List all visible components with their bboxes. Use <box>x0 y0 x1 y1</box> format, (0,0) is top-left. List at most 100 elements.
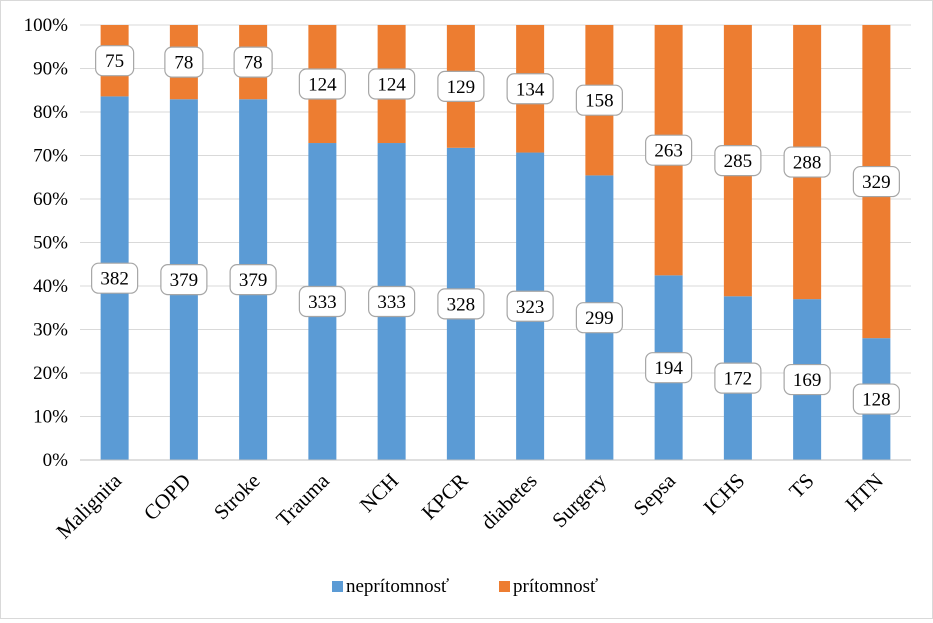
data-label-box <box>783 146 831 178</box>
data-label-value: 129 <box>447 77 476 98</box>
data-label-nepritomnost: 379 <box>229 264 277 296</box>
data-label-nepritomnost: 194 <box>645 352 693 384</box>
data-label-value: 299 <box>585 308 614 329</box>
category-label: COPD <box>139 469 196 526</box>
data-label-value: 329 <box>862 172 891 193</box>
data-label-box <box>645 352 693 384</box>
data-label-box <box>160 264 208 296</box>
data-label-box <box>506 73 554 105</box>
data-label-nepritomnost: 379 <box>160 264 208 296</box>
data-label-value: 285 <box>724 151 753 172</box>
category-labels: Malignita COPD Stroke Trauma NCH KPCR diabetes… <box>51 468 887 543</box>
y-tick-label: 10% <box>33 407 68 428</box>
data-label-nepritomnost: 333 <box>298 285 346 318</box>
y-tick-label: 60% <box>33 189 68 210</box>
data-label-value: 134 <box>516 79 545 100</box>
data-label-box <box>575 84 623 116</box>
data-label-value: 379 <box>170 270 199 291</box>
category-label: HTN <box>840 469 887 516</box>
data-label-pritomnost: 158 <box>575 84 623 116</box>
data-label-value: 172 <box>724 369 753 390</box>
data-label-value: 288 <box>793 153 822 174</box>
legend-label: prítomnosť <box>513 576 598 597</box>
data-label-pritomnost: 288 <box>783 146 831 178</box>
y-tick-label: 30% <box>33 320 68 341</box>
y-tick-label: 100% <box>24 15 69 36</box>
data-label-value: 124 <box>377 75 406 96</box>
data-label-pritomnost: 78 <box>164 46 204 78</box>
data-label-value: 128 <box>862 390 891 411</box>
data-label-value: 263 <box>654 141 683 162</box>
data-label-value: 75 <box>105 51 124 72</box>
data-label-nepritomnost: 299 <box>575 302 623 334</box>
category-label: Malignita <box>51 468 126 543</box>
data-label-box <box>437 70 485 102</box>
category-label: Sepsa <box>629 468 681 520</box>
category-label: Trauma <box>271 468 334 531</box>
data-label-box <box>298 68 346 100</box>
data-label-nepritomnost: 333 <box>368 285 416 318</box>
data-label-value: 323 <box>516 297 545 318</box>
data-label-box <box>91 262 139 294</box>
data-label-box <box>506 290 554 322</box>
legend-item: prítomnosť <box>499 576 598 597</box>
data-label-box <box>714 145 762 177</box>
data-label-value: 382 <box>100 269 129 290</box>
legend-swatch <box>499 581 510 592</box>
category-label: ICHS <box>699 469 750 520</box>
legend-swatch <box>332 581 343 592</box>
category-label: Surgery <box>547 468 611 532</box>
legend: neprítomnosť prítomnosť <box>332 576 598 597</box>
y-tick-label: 40% <box>33 276 68 297</box>
category-label: TS <box>784 469 818 503</box>
data-label-nepritomnost: 128 <box>852 383 900 415</box>
data-label-box <box>437 288 485 320</box>
data-label-box <box>233 46 273 78</box>
data-label-pritomnost: 263 <box>645 134 693 166</box>
data-label-box <box>298 285 346 318</box>
data-label-box <box>164 46 204 78</box>
y-tick-label: 0% <box>43 450 69 471</box>
data-label-pritomnost: 124 <box>368 68 416 100</box>
data-label-pritomnost: 75 <box>95 45 135 77</box>
data-label-value: 333 <box>377 292 406 313</box>
y-axis-tick-labels: 0% 10% 20% 30% 40% 50% 60% 70% 80% 90% 100% <box>24 15 69 471</box>
category-label: KPCR <box>417 469 473 525</box>
category-label: NCH <box>355 469 403 517</box>
data-label-value: 328 <box>447 294 476 315</box>
data-label-nepritomnost: 169 <box>783 363 831 396</box>
data-label-box <box>714 362 762 394</box>
y-tick-label: 80% <box>33 102 68 123</box>
data-label-box <box>368 68 416 100</box>
data-label-value: 169 <box>793 370 822 391</box>
data-label-value: 124 <box>308 75 337 96</box>
data-label-nepritomnost: 382 <box>91 262 139 294</box>
data-labels: 382 75 379 78 379 78 333 124 333 124 328 129 323 134 2… <box>91 45 900 415</box>
data-label-nepritomnost: 172 <box>714 362 762 394</box>
data-label-value: 379 <box>239 270 268 291</box>
legend-item: neprítomnosť <box>332 576 449 597</box>
category-label: diabetes <box>476 469 542 535</box>
data-label-box <box>645 134 693 166</box>
data-label-value: 78 <box>174 53 193 74</box>
gridlines <box>80 24 911 417</box>
data-label-box <box>852 165 900 198</box>
data-label-box <box>783 363 831 396</box>
data-label-pritomnost: 124 <box>298 68 346 100</box>
data-label-pritomnost: 134 <box>506 73 554 105</box>
data-label-box <box>575 302 623 334</box>
data-label-pritomnost: 78 <box>233 46 273 78</box>
data-label-value: 333 <box>308 292 337 313</box>
data-label-box <box>229 264 277 296</box>
data-label-nepritomnost: 323 <box>506 290 554 322</box>
y-tick-label: 50% <box>33 233 68 254</box>
data-label-box <box>95 45 135 77</box>
data-label-pritomnost: 129 <box>437 70 485 102</box>
legend-label: neprítomnosť <box>346 576 449 597</box>
category-label: Stroke <box>209 469 265 525</box>
data-label-value: 158 <box>585 91 614 112</box>
data-label-pritomnost: 329 <box>852 165 900 198</box>
y-tick-label: 20% <box>33 363 68 384</box>
